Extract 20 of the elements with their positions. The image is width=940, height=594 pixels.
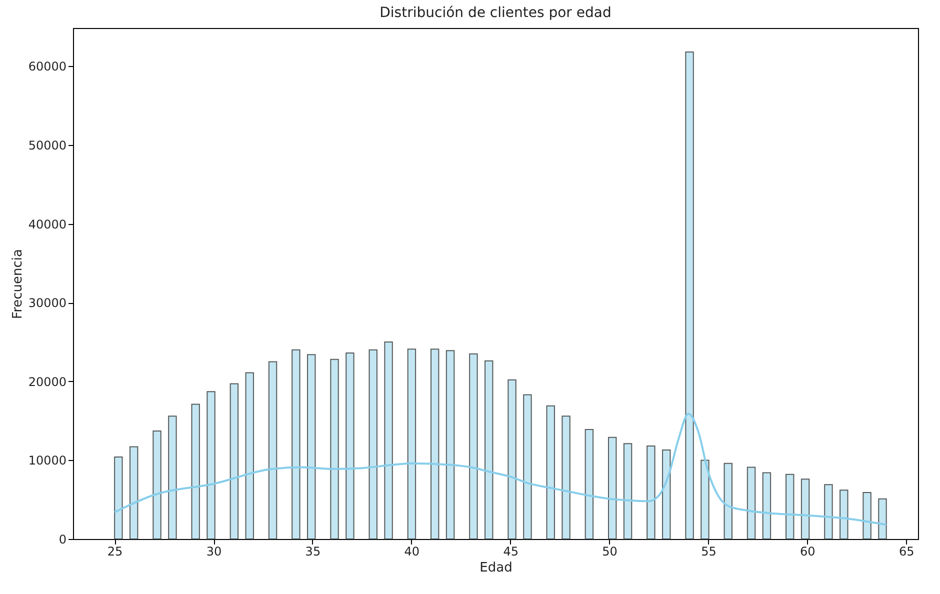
y-tick-label: 30000 [28,296,66,310]
y-tick-label: 20000 [28,374,66,389]
y-tick-label: 60000 [28,60,66,74]
y-tick-label: 40000 [28,217,66,232]
line-series [114,412,888,526]
x-tick-label: 65 [898,544,914,558]
x-tick-label: 50 [602,544,618,558]
x-tick-label: 40 [404,544,420,558]
y-tick-label: 0 [58,532,66,546]
x-tick-label: 35 [305,544,321,558]
chart-title: Distribución de clientes por edad [380,5,612,21]
x-tick-label: 25 [107,544,123,558]
x-tick-label: 45 [503,544,518,558]
y-tick-label: 10000 [28,454,66,468]
y-axis-title: Frecuencia [10,249,26,319]
x-tick-label: 55 [701,544,716,558]
x-axis-title: Edad [480,560,512,576]
x-tick-label: 30 [206,544,222,558]
y-tick-label: 50000 [28,138,66,153]
x-tick-label: 60 [800,544,816,558]
